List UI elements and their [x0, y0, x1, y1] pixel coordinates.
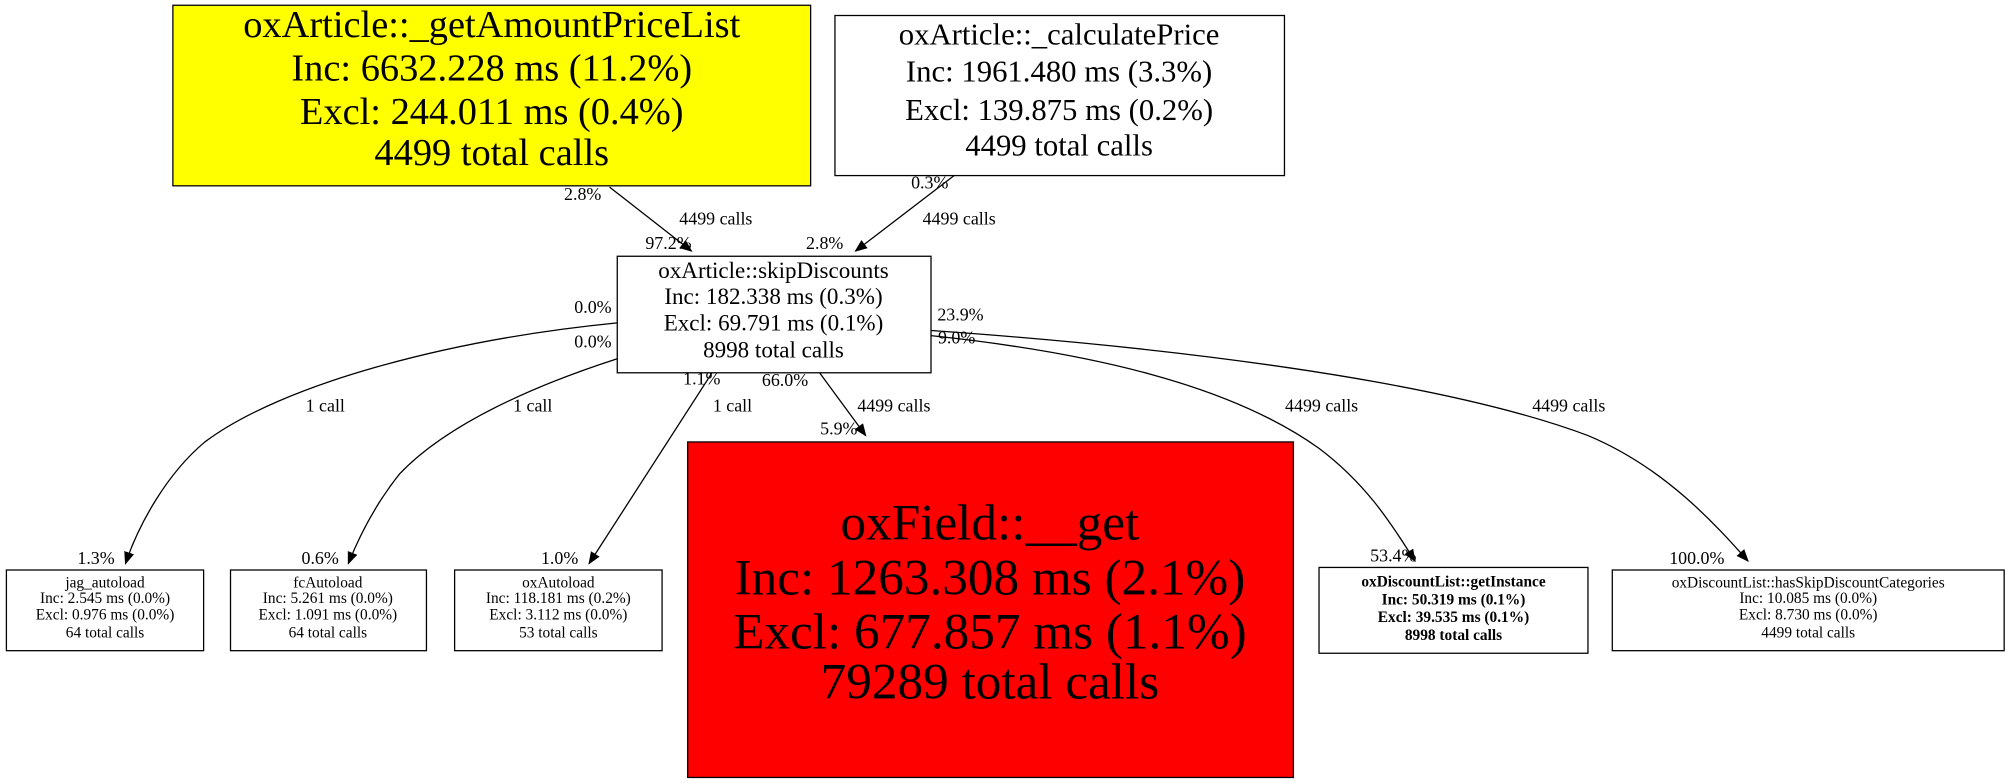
edge	[819, 372, 867, 437]
node-text: oxArticle::skipDiscounts	[658, 257, 888, 283]
node-text: Excl: 39.535 ms (0.1%)	[1378, 609, 1529, 626]
node-text: 79289 total calls	[821, 653, 1160, 710]
edge	[930, 329, 1749, 562]
node-box	[172, 4, 812, 187]
edge-label: 1 call	[306, 395, 345, 415]
edge-label: 1.1%	[683, 369, 720, 389]
node-text: oxArticle::_getAmountPriceList	[243, 4, 740, 46]
node-text: Inc: 6632.228 ms (11.2%)	[291, 48, 692, 90]
edge-label: 0.6%	[301, 548, 338, 568]
node-text: 8998 total calls	[1405, 627, 1502, 644]
edge-label: 4499 calls	[1532, 395, 1605, 415]
node: oxArticle::_getAmountPriceList Inc: 6632…	[172, 4, 812, 187]
node-text: Inc: 5.261 ms (0.0%)	[263, 590, 393, 607]
node-box	[834, 14, 1286, 177]
node: oxDiscountList::getInstance Inc: 50.319 …	[1318, 566, 1589, 654]
node: oxAutoload Inc: 118.181 ms (0.2%) Excl: …	[453, 569, 663, 652]
edge-label: 0.0%	[574, 297, 611, 317]
edge	[124, 322, 618, 565]
edge-label: 4499 calls	[1285, 395, 1358, 415]
node-text: Inc: 2.545 ms (0.0%)	[40, 590, 170, 607]
node-text: oxDiscountList::getInstance	[1361, 573, 1545, 590]
node-text: Inc: 182.338 ms (0.3%)	[664, 283, 882, 309]
node-text: oxDiscountList::hasSkipDiscountCategorie…	[1672, 575, 1945, 592]
node-box	[453, 569, 663, 652]
edge-label: 2.8%	[806, 233, 843, 253]
edge	[347, 358, 618, 565]
node-text: jag_autoload	[64, 575, 145, 592]
edge	[854, 175, 955, 252]
node: oxArticle::skipDiscounts Inc: 182.338 ms…	[616, 255, 932, 374]
node-text: 4499 total calls	[1761, 625, 1855, 642]
edge-label: 9.0%	[938, 328, 975, 348]
edge-label: 5.9%	[820, 419, 857, 439]
node-text: Inc: 10.085 ms (0.0%)	[1739, 590, 1877, 607]
node-text: Excl: 677.857 ms (1.1%)	[733, 603, 1247, 660]
edge-label: 2.8%	[564, 184, 601, 204]
node-text: Inc: 1961.480 ms (3.3%)	[906, 54, 1212, 88]
node-text: oxAutoload	[522, 575, 595, 592]
node-text: Excl: 0.976 ms (0.0%)	[36, 607, 175, 624]
node: oxArticle::_calculatePrice Inc: 1961.480…	[834, 14, 1286, 177]
edge-label: 1 call	[513, 395, 552, 415]
node-text: Excl: 8.730 ms (0.0%)	[1739, 607, 1878, 624]
node: jag_autoload Inc: 2.545 ms (0.0%) Excl: …	[5, 569, 205, 652]
node: fcAutoload Inc: 5.261 ms (0.0%) Excl: 1.…	[229, 569, 428, 652]
edge-label: 4499 calls	[857, 395, 930, 415]
edge	[930, 335, 1416, 563]
node-text: 64 total calls	[289, 625, 368, 642]
node-box	[229, 569, 428, 652]
edge-label: 4499 calls	[679, 209, 752, 229]
node-text: 4499 total calls	[374, 132, 609, 174]
node-text: Excl: 69.791 ms (0.1%)	[664, 310, 884, 336]
node-box	[1318, 566, 1589, 654]
node-text: 4499 total calls	[965, 129, 1153, 163]
node: oxDiscountList::hasSkipDiscountCategorie…	[1611, 569, 2005, 652]
edge-label: 4499 calls	[923, 209, 996, 229]
node-text: Inc: 118.181 ms (0.2%)	[486, 590, 631, 607]
node-text: Excl: 1.091 ms (0.0%)	[259, 607, 398, 624]
node-text: oxArticle::_calculatePrice	[899, 17, 1220, 51]
edge-label: 66.0%	[762, 370, 808, 390]
node-text: 64 total calls	[66, 625, 145, 642]
node: oxField::__get Inc: 1263.308 ms (2.1%) E…	[687, 441, 1295, 779]
edge-label: 1.3%	[77, 548, 114, 568]
edge-label: 23.9%	[937, 305, 983, 325]
node-text: Inc: 1263.308 ms (2.1%)	[735, 550, 1246, 607]
edge-label: 100.0%	[1669, 548, 1724, 568]
node-text: fcAutoload	[293, 575, 362, 592]
edge-label: 97.2%	[645, 233, 691, 253]
edge-label: 53.4%	[1370, 545, 1416, 565]
edge-label: 1.0%	[541, 548, 578, 568]
node-text: 8998 total calls	[703, 337, 844, 363]
edge-label: 0.0%	[574, 331, 611, 351]
node-text: Inc: 50.319 ms (0.1%)	[1382, 591, 1526, 608]
node-box	[687, 441, 1295, 779]
node-box	[5, 569, 205, 652]
node-text: 53 total calls	[519, 625, 598, 642]
node-text: Excl: 139.875 ms (0.2%)	[905, 93, 1213, 127]
node-box	[616, 255, 932, 374]
edge	[588, 372, 713, 565]
node-text: Excl: 3.112 ms (0.0%)	[489, 607, 627, 624]
node-text: oxField::__get	[841, 494, 1140, 551]
edge-label: 1 call	[713, 395, 752, 415]
edge	[609, 186, 693, 252]
node-text: Excl: 244.011 ms (0.4%)	[300, 91, 684, 133]
edge-label: 0.3%	[911, 173, 948, 193]
node-box	[1611, 569, 2005, 652]
